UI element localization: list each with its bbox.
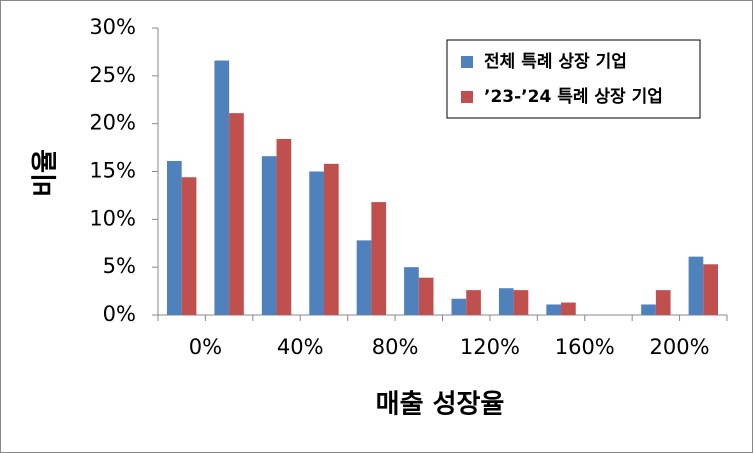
bar [451, 298, 467, 315]
x-tick-label: 200% [650, 335, 710, 359]
legend-swatch [461, 91, 473, 103]
legend-swatch [461, 56, 473, 68]
bar [261, 156, 277, 315]
bar [356, 240, 372, 315]
y-tick-label: 30% [89, 15, 136, 39]
x-tick-label: 80% [372, 335, 419, 359]
bar [641, 304, 656, 315]
bar [323, 163, 339, 315]
legend-label: ’23-’24 특례 상장 기업 [484, 87, 663, 107]
bar [418, 277, 434, 315]
bar [371, 202, 387, 315]
y-tick-label: 5% [103, 254, 136, 278]
bar [498, 288, 514, 315]
bar [703, 264, 718, 315]
x-tick-label: 160% [555, 335, 615, 359]
bar [181, 177, 197, 315]
x-tick-label: 40% [277, 335, 324, 359]
bar [546, 304, 562, 315]
bar [309, 171, 324, 315]
bar [561, 302, 576, 315]
legend-box [446, 39, 701, 119]
bar [167, 160, 182, 315]
x-axis-title: 매출 성장율 [376, 390, 505, 420]
bar [276, 138, 292, 315]
y-tick-label: 10% [89, 206, 136, 230]
legend-label: 전체 특례 상장 기업 [484, 52, 627, 72]
bar [214, 60, 230, 315]
y-tick-label: 25% [89, 63, 136, 87]
bar [513, 290, 529, 315]
x-tick-label: 0% [189, 335, 222, 359]
bar [466, 290, 481, 315]
y-tick-label: 0% [103, 302, 136, 326]
y-tick-label: 15% [89, 159, 136, 183]
y-axis-title: 비율 [31, 149, 61, 197]
bar [688, 256, 704, 315]
bar [229, 113, 244, 315]
bar [655, 290, 671, 315]
y-tick-label: 20% [89, 111, 136, 135]
x-tick-label: 120% [460, 335, 520, 359]
bar [404, 267, 419, 315]
